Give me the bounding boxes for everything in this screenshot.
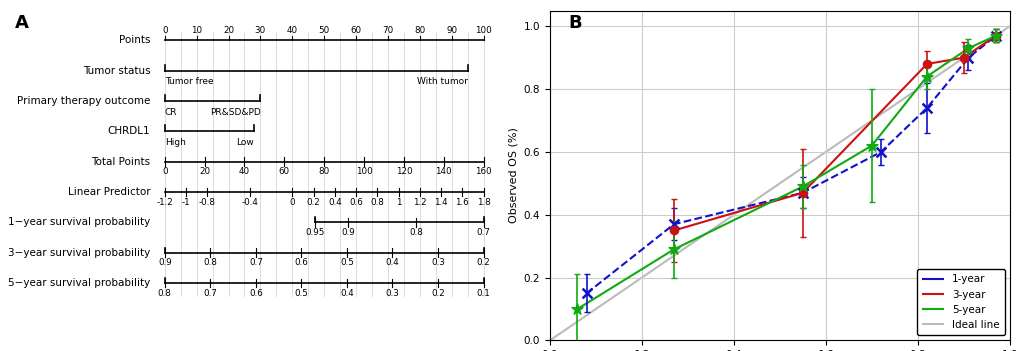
Text: PR&SD&PD: PR&SD&PD <box>210 107 260 117</box>
Text: 0: 0 <box>289 198 294 207</box>
Text: 0.4: 0.4 <box>385 258 399 267</box>
Text: Tumor free: Tumor free <box>165 77 213 86</box>
Text: -0.8: -0.8 <box>199 198 216 207</box>
Text: 0.7: 0.7 <box>249 258 263 267</box>
Text: 40: 40 <box>286 26 298 35</box>
Text: 90: 90 <box>445 26 457 35</box>
Text: 0: 0 <box>162 26 167 35</box>
Text: 70: 70 <box>382 26 393 35</box>
Text: A: A <box>15 14 29 32</box>
Text: 1−year survival probability: 1−year survival probability <box>8 217 150 227</box>
Text: 0.2: 0.2 <box>476 258 490 267</box>
Text: -1: -1 <box>181 198 191 207</box>
Text: 60: 60 <box>278 167 289 176</box>
Text: 3−year survival probability: 3−year survival probability <box>8 248 150 258</box>
Point <box>665 221 682 227</box>
Y-axis label: Observed OS (%): Observed OS (%) <box>507 127 518 224</box>
Text: 0.4: 0.4 <box>339 289 354 298</box>
Text: High: High <box>165 138 185 147</box>
Text: 80: 80 <box>414 26 425 35</box>
Text: CR: CR <box>165 107 177 117</box>
Point <box>863 143 879 148</box>
Text: 0.3: 0.3 <box>385 289 399 298</box>
Text: 0.6: 0.6 <box>249 289 263 298</box>
Text: 160: 160 <box>475 167 491 176</box>
Text: B: B <box>568 14 581 32</box>
Text: 0: 0 <box>162 167 167 176</box>
Text: 10: 10 <box>191 26 202 35</box>
Text: 0.2: 0.2 <box>307 198 320 207</box>
Text: 0.6: 0.6 <box>294 258 308 267</box>
Text: 0.8: 0.8 <box>409 228 423 237</box>
Point <box>955 55 971 60</box>
Text: 30: 30 <box>255 26 266 35</box>
Text: 20: 20 <box>199 167 210 176</box>
Text: 1.4: 1.4 <box>434 198 447 207</box>
Text: -0.4: -0.4 <box>242 198 258 207</box>
Text: 100: 100 <box>475 26 491 35</box>
Text: 1: 1 <box>395 198 400 207</box>
Text: 0.7: 0.7 <box>203 289 217 298</box>
Text: 1.6: 1.6 <box>455 198 469 207</box>
Text: 5−year survival probability: 5−year survival probability <box>8 278 150 288</box>
Text: 0.6: 0.6 <box>348 198 363 207</box>
Text: 0.3: 0.3 <box>431 258 444 267</box>
Point <box>665 246 682 252</box>
Text: 140: 140 <box>435 167 451 176</box>
Text: Total Points: Total Points <box>91 157 150 167</box>
Point <box>872 149 889 155</box>
Point <box>794 190 810 196</box>
Point <box>959 45 975 51</box>
Point <box>918 61 934 67</box>
Text: CHRDL1: CHRDL1 <box>108 126 150 136</box>
Text: 0.5: 0.5 <box>294 289 308 298</box>
Text: Primary therapy outcome: Primary therapy outcome <box>17 96 150 106</box>
Text: With tumor: With tumor <box>417 77 467 86</box>
Text: 0.9: 0.9 <box>341 228 355 237</box>
Text: 1.8: 1.8 <box>476 198 490 207</box>
Text: 120: 120 <box>395 167 412 176</box>
Text: 100: 100 <box>356 167 372 176</box>
Text: 20: 20 <box>223 26 233 35</box>
Text: 0.95: 0.95 <box>305 228 324 237</box>
Text: 0.2: 0.2 <box>431 289 444 298</box>
Text: 0.8: 0.8 <box>158 289 171 298</box>
Text: 0.1: 0.1 <box>476 289 490 298</box>
Text: 0.8: 0.8 <box>203 258 217 267</box>
Text: Points: Points <box>118 35 150 45</box>
Point <box>578 291 594 296</box>
Legend: 1-year, 3-year, 5-year, Ideal line: 1-year, 3-year, 5-year, Ideal line <box>916 269 1004 335</box>
Point <box>986 33 1003 39</box>
Text: 40: 40 <box>238 167 250 176</box>
Text: Tumor status: Tumor status <box>83 66 150 75</box>
Text: -1.2: -1.2 <box>156 198 173 207</box>
Text: 0.5: 0.5 <box>339 258 354 267</box>
Text: 80: 80 <box>318 167 329 176</box>
Text: Linear Predictor: Linear Predictor <box>67 187 150 197</box>
Text: 0.9: 0.9 <box>158 258 171 267</box>
Point <box>918 74 934 79</box>
Point <box>794 190 810 196</box>
Point <box>665 228 682 233</box>
Point <box>569 306 585 312</box>
Point <box>794 184 810 189</box>
Point <box>918 105 934 111</box>
Text: 0.8: 0.8 <box>370 198 384 207</box>
Text: 60: 60 <box>351 26 362 35</box>
Point <box>959 55 975 60</box>
Text: 50: 50 <box>318 26 329 35</box>
Text: Low: Low <box>236 138 254 147</box>
Point <box>986 33 1003 39</box>
Text: 1.2: 1.2 <box>413 198 426 207</box>
Text: 0.4: 0.4 <box>327 198 341 207</box>
Point <box>986 33 1003 39</box>
Text: 0.7: 0.7 <box>476 228 490 237</box>
